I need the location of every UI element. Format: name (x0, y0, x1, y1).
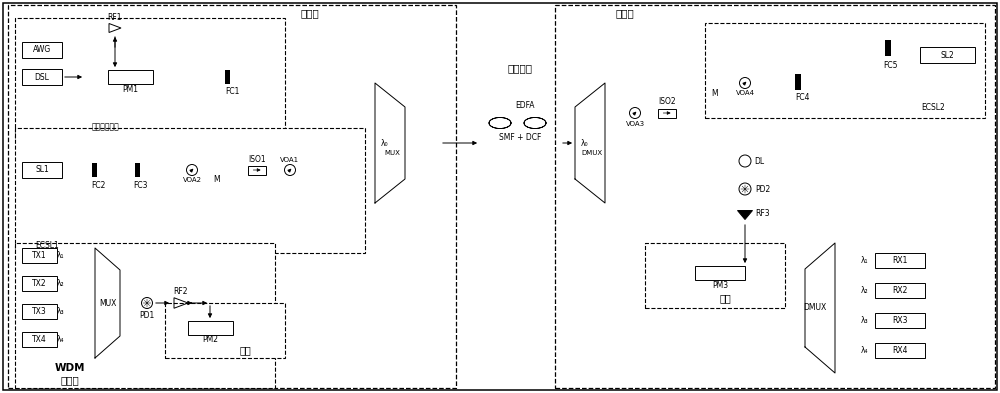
Text: ISO2: ISO2 (658, 97, 676, 107)
Text: 宽带随机光源: 宽带随机光源 (91, 123, 119, 132)
FancyBboxPatch shape (22, 332, 57, 347)
Text: λ₂: λ₂ (57, 279, 65, 288)
FancyBboxPatch shape (22, 248, 57, 263)
Bar (92, 163, 97, 177)
Text: ECSL1: ECSL1 (35, 241, 59, 250)
Text: PM3: PM3 (712, 281, 728, 290)
Text: λ₀: λ₀ (581, 138, 589, 147)
Text: AWG: AWG (33, 46, 51, 55)
Text: 光纤链路: 光纤链路 (508, 63, 532, 73)
FancyBboxPatch shape (3, 3, 997, 390)
Text: M: M (214, 176, 220, 184)
Bar (795, 74, 801, 90)
Text: 解密: 解密 (719, 293, 731, 303)
Text: 加密: 加密 (239, 345, 251, 355)
FancyBboxPatch shape (555, 5, 995, 388)
FancyBboxPatch shape (645, 243, 785, 308)
FancyBboxPatch shape (920, 47, 975, 63)
Text: λ₁: λ₁ (860, 256, 868, 265)
Bar (135, 163, 140, 177)
Text: TX1: TX1 (32, 251, 47, 260)
Text: RX1: RX1 (892, 256, 908, 265)
Text: VOA1: VOA1 (280, 157, 300, 163)
Text: λ₄: λ₄ (860, 346, 868, 355)
Text: WDM: WDM (55, 363, 85, 373)
Text: TX4: TX4 (32, 335, 47, 344)
Text: MUX: MUX (99, 299, 116, 307)
FancyBboxPatch shape (15, 128, 365, 253)
Text: FC1: FC1 (225, 86, 239, 95)
Text: EDFA: EDFA (515, 101, 535, 110)
Text: RX4: RX4 (892, 346, 908, 355)
FancyBboxPatch shape (22, 162, 62, 178)
Text: RF2: RF2 (174, 286, 188, 296)
Text: VOA2: VOA2 (182, 177, 202, 183)
FancyBboxPatch shape (8, 5, 456, 388)
Text: ECSL2: ECSL2 (921, 103, 945, 112)
Text: FC4: FC4 (796, 94, 810, 103)
Polygon shape (738, 211, 753, 220)
Text: TX3: TX3 (32, 307, 47, 316)
FancyBboxPatch shape (875, 253, 925, 268)
Text: FC2: FC2 (91, 180, 105, 189)
Text: 接收端: 接收端 (616, 8, 634, 18)
Bar (885, 40, 891, 56)
FancyBboxPatch shape (15, 243, 275, 388)
Text: DMUX: DMUX (803, 303, 827, 312)
Text: ISO1: ISO1 (248, 156, 266, 165)
Text: VOA4: VOA4 (736, 90, 755, 96)
Text: PM1: PM1 (122, 84, 138, 94)
Text: RX2: RX2 (892, 286, 908, 295)
FancyBboxPatch shape (875, 343, 925, 358)
Text: λ₃: λ₃ (57, 307, 65, 316)
FancyBboxPatch shape (188, 321, 232, 335)
Text: λ₀: λ₀ (381, 138, 389, 147)
Text: MUX: MUX (384, 150, 400, 156)
FancyBboxPatch shape (658, 108, 676, 118)
FancyBboxPatch shape (248, 165, 266, 174)
Text: DMUX: DMUX (581, 150, 603, 156)
FancyBboxPatch shape (705, 23, 985, 118)
FancyBboxPatch shape (22, 69, 62, 85)
Text: RF3: RF3 (755, 209, 770, 217)
Text: λ₁: λ₁ (57, 251, 65, 260)
Text: PD1: PD1 (139, 310, 155, 320)
Bar (225, 70, 230, 84)
Text: 发送端: 发送端 (301, 8, 319, 18)
Text: FC5: FC5 (883, 61, 897, 70)
FancyBboxPatch shape (875, 313, 925, 328)
Text: FC3: FC3 (134, 180, 148, 189)
Text: PD2: PD2 (755, 184, 770, 193)
Text: TX2: TX2 (32, 279, 47, 288)
Text: RX3: RX3 (892, 316, 908, 325)
Text: M: M (712, 88, 718, 97)
Text: SL2: SL2 (941, 50, 954, 59)
Text: DL: DL (754, 156, 764, 165)
Text: RF1: RF1 (108, 13, 122, 22)
Text: λ₂: λ₂ (860, 286, 868, 295)
FancyBboxPatch shape (875, 283, 925, 298)
FancyBboxPatch shape (22, 304, 57, 319)
FancyBboxPatch shape (15, 18, 285, 138)
Text: VOA3: VOA3 (625, 121, 645, 127)
Text: DSL: DSL (35, 72, 49, 81)
FancyBboxPatch shape (695, 266, 745, 280)
Text: PM2: PM2 (202, 336, 218, 345)
Text: λ₄: λ₄ (57, 335, 65, 344)
Text: 信号源: 信号源 (61, 375, 79, 385)
FancyBboxPatch shape (22, 276, 57, 291)
FancyBboxPatch shape (165, 303, 285, 358)
Text: λ₃: λ₃ (860, 316, 868, 325)
Text: SL1: SL1 (35, 165, 49, 174)
FancyBboxPatch shape (108, 70, 152, 84)
FancyBboxPatch shape (22, 42, 62, 58)
Text: SMF + DCF: SMF + DCF (499, 134, 541, 143)
